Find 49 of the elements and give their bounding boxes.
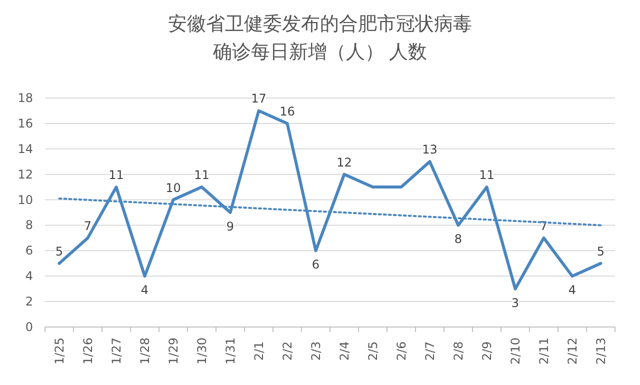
data-label: 4 [568,283,576,298]
data-label: 11 [194,168,210,182]
x-tick-label: 2/5 [366,341,380,361]
data-label: 7 [84,218,92,233]
data-label: 11 [108,168,124,182]
x-tick-label: 2/9 [480,341,494,361]
x-tick-label: 2/12 [565,338,580,364]
data-label: 17 [251,92,266,106]
y-tick-label: 10 [18,192,33,207]
x-tick-label: 2/2 [280,341,294,361]
data-label: 10 [166,180,181,195]
y-tick-label: 8 [25,218,33,232]
x-tick-label: 2/3 [308,341,323,361]
x-tick-label: 1/25 [52,338,66,364]
title: 确诊每日新增（人） 人数 [213,42,427,63]
x-tick-label: 1/28 [138,338,152,364]
x-tick-label: 1/30 [194,338,209,364]
x-tick-label: 2/6 [394,341,408,361]
x-tick-label: 2/7 [422,341,437,361]
data-label: 5 [596,244,605,258]
data-label: 13 [422,142,438,157]
data-label: 8 [454,232,462,246]
x-tick-label: 2/13 [594,338,608,364]
y-tick-label: 16 [18,116,33,130]
x-tick-label: 2/1 [252,341,266,361]
data-label: 3 [511,296,520,310]
x-tick-label: 2/10 [508,338,522,364]
y-tick-label: 6 [25,244,33,258]
x-tick-label: 2/11 [536,338,551,364]
y-tick-label: 14 [18,142,33,156]
x-tick-label: 1/31 [223,338,238,364]
title: 安徽省卫健委发布的合肥市冠状病毒 [168,14,472,35]
x-tick-label: 2/4 [337,341,352,361]
x-tick-label: 1/26 [80,338,95,364]
x-tick-label: 1/29 [166,338,180,364]
x-tick-label: 2/8 [451,341,466,361]
y-tick-label: 4 [25,269,33,284]
y-tick-label: 2 [25,294,33,309]
y-tick-label: 0 [25,320,33,334]
data-label: 6 [312,258,320,272]
data-label: 5 [55,244,64,258]
y-tick-label: 12 [18,167,33,182]
data-label: 4 [140,283,149,298]
data-label: 11 [479,168,494,182]
data-label: 12 [336,155,352,170]
x-tick-label: 1/27 [109,338,124,364]
y-tick-label: 18 [18,91,33,105]
data-label: 9 [226,220,234,234]
data-label: 16 [280,104,295,118]
